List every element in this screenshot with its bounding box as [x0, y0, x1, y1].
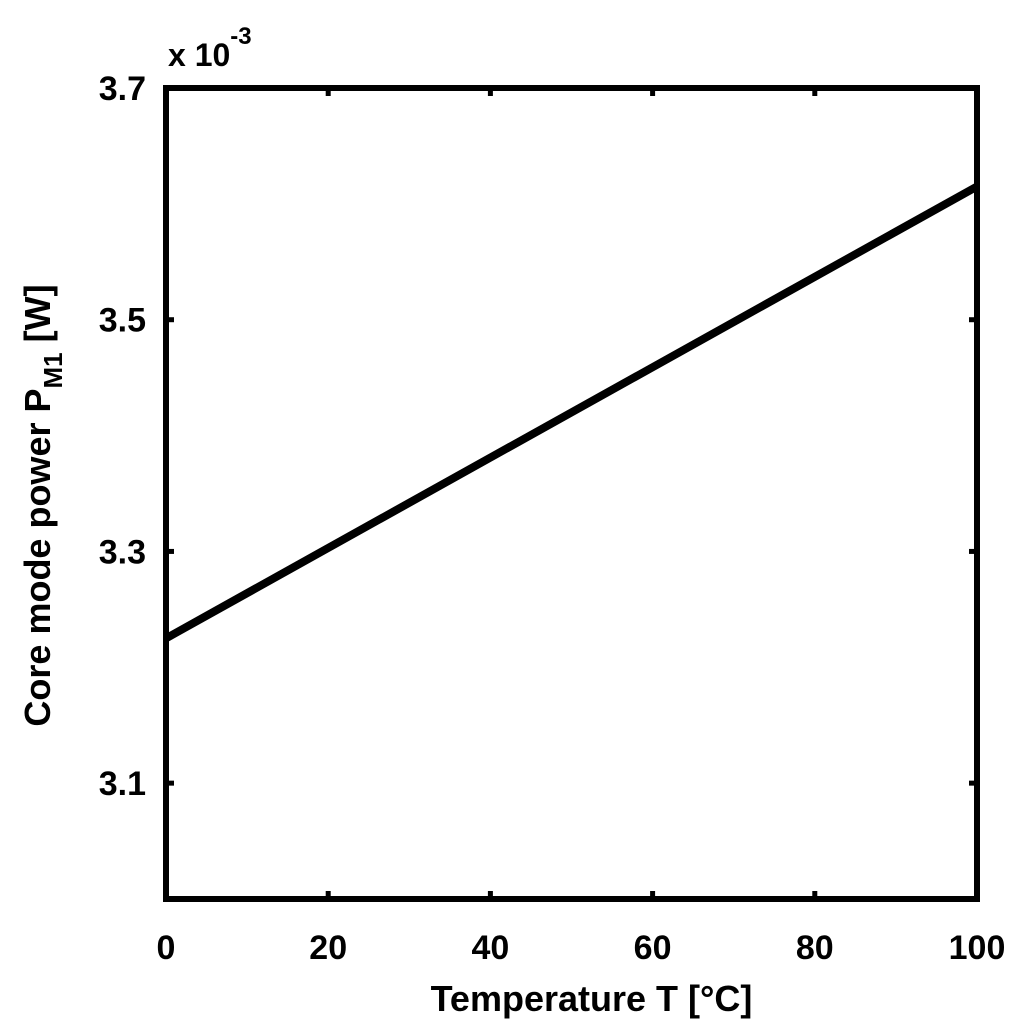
y-axis-multiplier-exponent: -3	[230, 23, 251, 50]
y-axis-label-subscript: M1	[38, 352, 68, 388]
x-tick-label: 0	[157, 929, 176, 967]
x-tick-label: 100	[949, 929, 1006, 967]
y-tick-label: 3.5	[99, 302, 146, 340]
y-tick-label: 3.7	[99, 70, 146, 108]
plot-frame	[163, 85, 980, 902]
series-line-group	[164, 182, 979, 642]
y-axis-label-main: Core mode power P	[17, 389, 58, 727]
y-tick-label: 3.1	[99, 765, 146, 803]
y-tick-labels: 3.1 3.3 3.5 3.7	[99, 70, 146, 803]
y-tick-label: 3.3	[99, 533, 146, 571]
x-tick-label: 80	[796, 929, 834, 967]
y-axis-multiplier: x 10-3	[168, 23, 252, 73]
y-axis-label-unit: [W]	[17, 284, 58, 352]
series-line	[164, 182, 979, 642]
x-tick-label: 20	[309, 929, 347, 967]
y-axis-multiplier-base: x 10	[168, 37, 230, 73]
y-axis-label: Core mode power PM1 [W]	[17, 284, 68, 726]
x-axis-label: Temperature T [°C]	[431, 978, 753, 1019]
x-tick-label: 60	[634, 929, 672, 967]
x-tick-labels: 0 20 40 60 80 100	[157, 929, 1006, 967]
x-tick-label: 40	[471, 929, 509, 967]
tick-marks	[163, 85, 980, 899]
